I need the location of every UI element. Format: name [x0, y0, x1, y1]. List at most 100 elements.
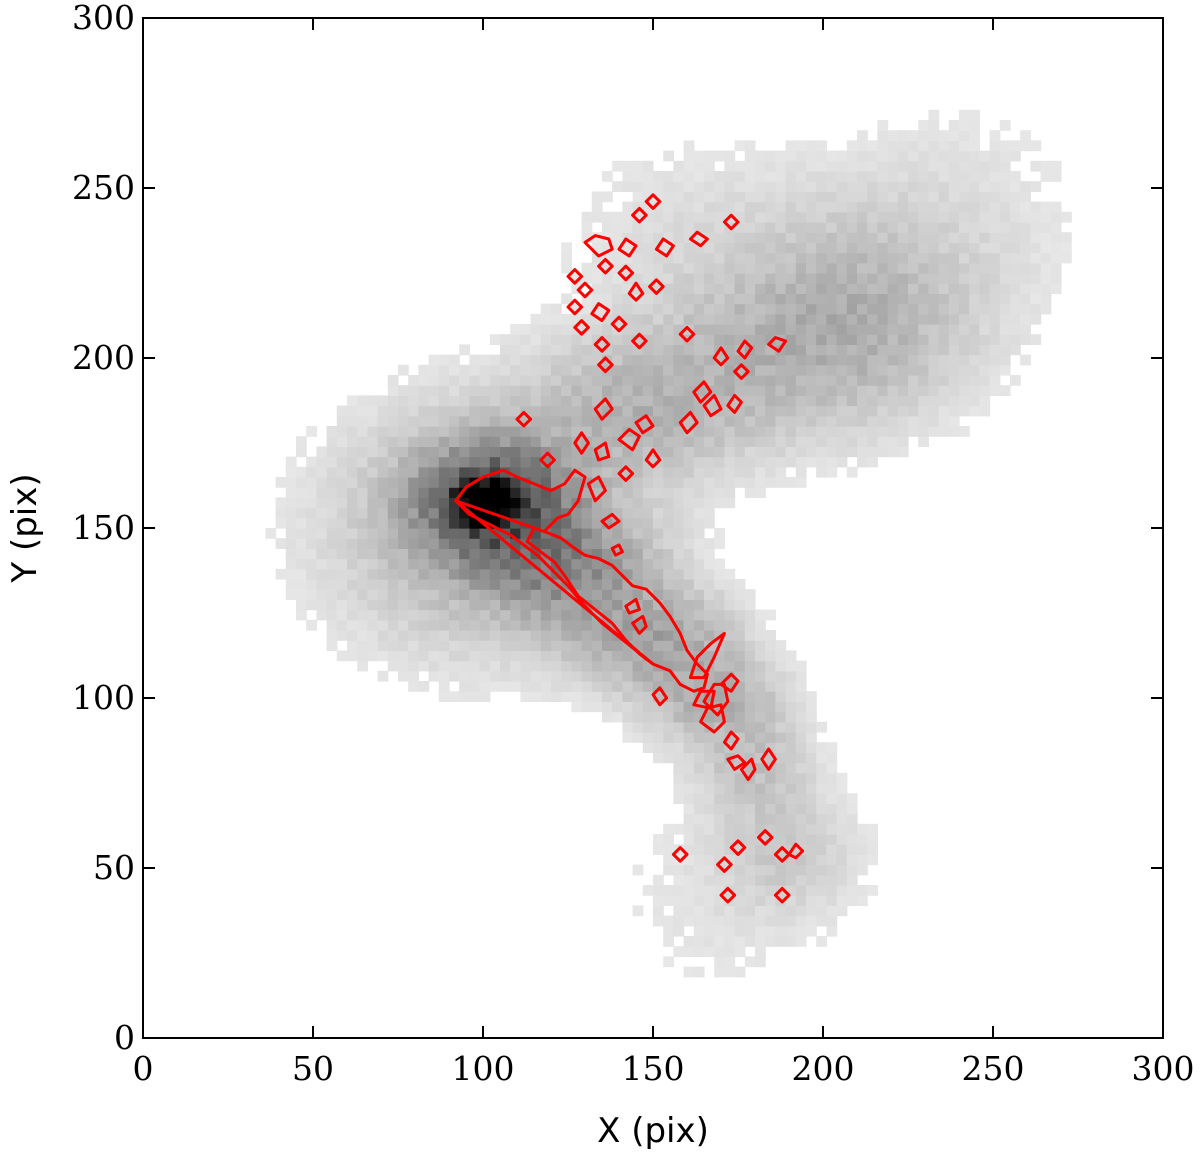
image-pixel [591, 273, 603, 284]
image-pixel [989, 375, 1001, 386]
image-pixel [387, 517, 399, 529]
image-pixel [387, 579, 399, 590]
image-pixel [347, 446, 358, 458]
contour-line-10 [617, 427, 641, 452]
image-pixel [326, 589, 338, 600]
image-pixel [347, 599, 358, 611]
image-pixel [683, 528, 695, 539]
image-pixel [979, 324, 991, 335]
image-pixel [693, 895, 705, 906]
image-pixel [714, 589, 725, 600]
image-pixel [642, 701, 654, 713]
image-pixel [877, 262, 889, 274]
image-pixel [510, 507, 521, 519]
image-pixel [734, 589, 746, 600]
image-pixel [377, 538, 389, 549]
image-pixel [816, 426, 827, 437]
image-pixel [479, 426, 491, 437]
image-pixel [347, 568, 358, 580]
image-pixel [836, 242, 848, 254]
image-pixel [857, 324, 868, 335]
contour-line-54 [678, 325, 696, 343]
image-pixel [816, 823, 827, 835]
image-pixel [673, 324, 685, 335]
image-pixel [408, 477, 419, 488]
image-pixel [816, 762, 827, 774]
image-pixel [795, 303, 807, 315]
image-pixel [785, 783, 797, 794]
image-pixel [887, 293, 899, 305]
image-pixel [826, 171, 838, 182]
image-pixel [673, 650, 685, 662]
image-pixel [438, 364, 450, 376]
image-pixel [561, 640, 572, 651]
image-pixel [806, 262, 817, 274]
image-pixel [887, 191, 899, 203]
image-pixel [398, 630, 409, 641]
image-pixel [561, 375, 572, 386]
image-pixel [795, 762, 807, 774]
image-pixel [1010, 140, 1021, 152]
image-pixel [612, 160, 623, 172]
image-pixel [693, 844, 705, 855]
image-pixel [867, 385, 878, 396]
image-pixel [265, 528, 277, 539]
image-pixel [663, 528, 674, 539]
image-pixel [744, 252, 756, 264]
image-pixel [673, 589, 685, 600]
image-pixel [969, 201, 980, 213]
image-pixel [724, 691, 736, 702]
image-pixel [530, 477, 542, 488]
image-pixel [918, 293, 929, 305]
image-pixel [520, 364, 532, 376]
image-pixel [979, 232, 991, 243]
image-pixel [836, 772, 848, 784]
image-pixel [785, 303, 797, 315]
image-pixel [530, 691, 542, 702]
image-pixel [816, 752, 827, 764]
image-pixel [367, 466, 379, 478]
image-pixel [836, 436, 848, 447]
image-pixel [459, 568, 470, 580]
image-pixel [989, 201, 1001, 213]
image-pixel [928, 140, 940, 152]
image-pixel [775, 375, 787, 386]
image-pixel [785, 354, 797, 366]
image-pixel [642, 466, 654, 478]
image-pixel [336, 497, 348, 509]
image-pixel [1030, 262, 1042, 274]
image-pixel [428, 609, 440, 621]
image-pixel [622, 415, 634, 427]
image-pixel [632, 364, 644, 376]
image-pixel [500, 436, 511, 447]
image-pixel [734, 415, 746, 427]
image-pixel [418, 548, 430, 560]
image-pixel [336, 415, 348, 427]
contour-line-47 [648, 278, 665, 295]
image-pixel [663, 742, 674, 753]
image-pixel [928, 385, 940, 396]
image-pixel [704, 426, 715, 437]
image-pixel [683, 772, 695, 784]
image-pixel [938, 364, 950, 376]
image-pixel [1020, 201, 1031, 213]
image-pixel [449, 619, 460, 631]
image-pixel [459, 415, 470, 427]
image-pixel [938, 344, 950, 356]
image-pixel [285, 558, 297, 570]
image-pixel [806, 364, 817, 376]
image-pixel [836, 803, 848, 815]
image-pixel [918, 283, 929, 294]
image-pixel [918, 313, 929, 325]
image-pixel [806, 405, 817, 417]
image-pixel [357, 446, 368, 458]
image-pixel [846, 324, 858, 335]
image-pixel [969, 303, 980, 315]
image-pixel [418, 650, 430, 662]
image-pixel [693, 293, 705, 305]
image-pixel [500, 568, 511, 580]
image-pixel [908, 415, 919, 427]
image-pixel [612, 650, 623, 662]
image-pixel [642, 742, 654, 753]
image-pixel [714, 681, 725, 692]
